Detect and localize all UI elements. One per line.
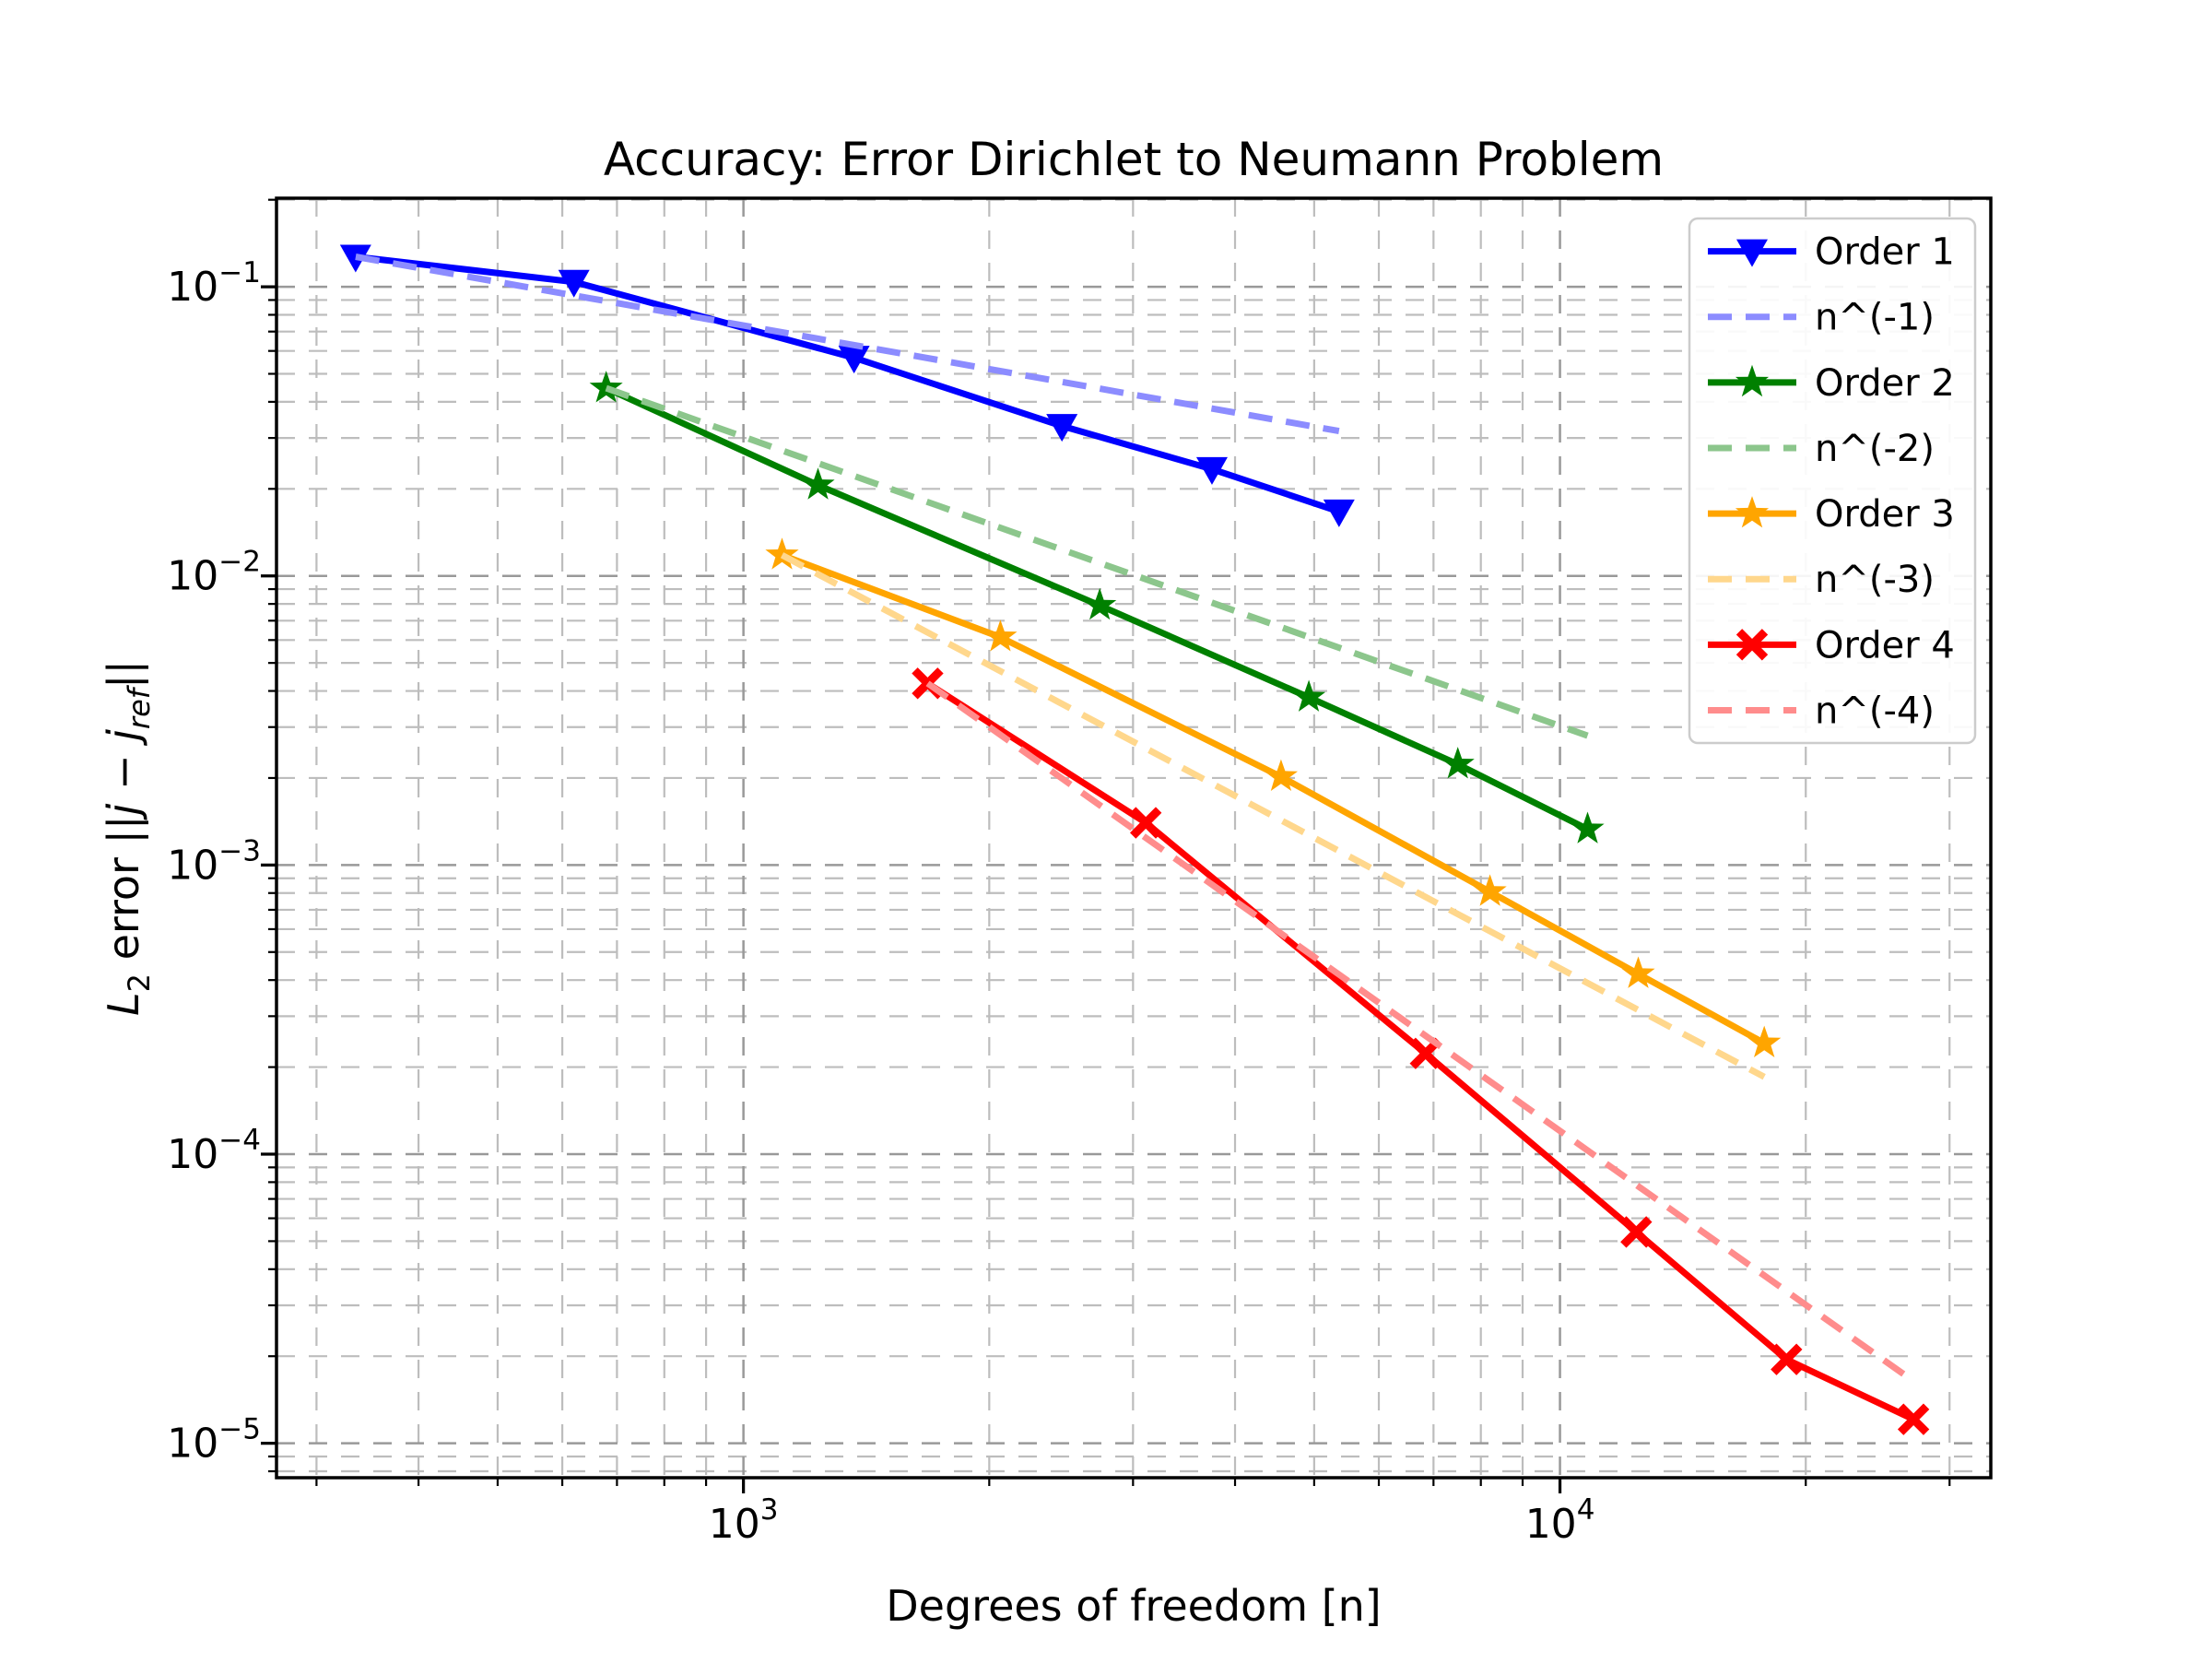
tick-labels: 103 104 10−1 10−2 10−3 10−4 10−5 bbox=[167, 256, 1594, 1548]
series-order-3-marker bbox=[765, 537, 799, 570]
series-order-1-marker bbox=[1323, 499, 1355, 527]
legend-sample-marker bbox=[1735, 364, 1770, 397]
series-order-3-marker bbox=[983, 619, 1018, 652]
legend-label: Order 3 bbox=[1815, 493, 1955, 536]
legend-label: n^(-1) bbox=[1815, 297, 1935, 339]
y-tick-label: 10−5 bbox=[167, 1413, 261, 1468]
x-axis-label: Degrees of freedom [n] bbox=[886, 1581, 1382, 1631]
legend-box bbox=[1688, 217, 1977, 745]
legend-item-n-4: n^(-4) bbox=[1708, 690, 1935, 732]
series-order-2-marker bbox=[801, 467, 835, 500]
series-order-3-marker bbox=[1747, 1025, 1782, 1057]
legend-item-order-4: Order 4 bbox=[1708, 624, 1955, 666]
series-order-3 bbox=[765, 537, 1782, 1057]
x-tick-label: 104 bbox=[1525, 1493, 1595, 1548]
series-group bbox=[339, 244, 1930, 1435]
series-order-1-line bbox=[355, 254, 1340, 515]
x-tick-label: 103 bbox=[709, 1493, 779, 1548]
series-order-2-marker bbox=[1571, 811, 1605, 843]
legend-item-n-3: n^(-3) bbox=[1708, 559, 1935, 601]
series-n-4 bbox=[925, 680, 1916, 1385]
series-order-4-marker bbox=[1620, 1216, 1653, 1248]
axes-frame bbox=[261, 196, 1993, 1493]
series-n-1-line bbox=[355, 254, 1340, 435]
legend-item-n-2: n^(-2) bbox=[1708, 428, 1935, 470]
legend-label: Order 1 bbox=[1815, 231, 1955, 274]
legend-label: n^(-4) bbox=[1815, 690, 1935, 732]
y-axis-label: L2 error ||j − jref|| bbox=[99, 660, 157, 1016]
series-order-4-marker bbox=[1897, 1403, 1930, 1435]
series-order-2-marker bbox=[1083, 587, 1117, 620]
legend-sample-marker bbox=[1736, 239, 1768, 267]
series-order-3-marker bbox=[1473, 874, 1507, 906]
series-order-1-marker bbox=[1195, 456, 1228, 485]
series-order-2-line bbox=[605, 384, 1590, 832]
y-tick-label: 10−2 bbox=[167, 546, 261, 600]
legend-label: Order 2 bbox=[1815, 362, 1955, 405]
series-order-1-marker bbox=[1046, 414, 1078, 442]
y-tick-label: 10−4 bbox=[167, 1124, 261, 1178]
legend-item-order-2: Order 2 bbox=[1708, 362, 1955, 405]
legend-label: n^(-3) bbox=[1815, 559, 1935, 601]
legend-item-order-1: Order 1 bbox=[1708, 231, 1955, 274]
series-n-3-line bbox=[780, 552, 1766, 1080]
series-order-3-line bbox=[781, 551, 1766, 1046]
series-order-2-marker bbox=[1441, 747, 1475, 779]
series-order-1-marker bbox=[838, 346, 870, 374]
series-order-4-marker bbox=[1129, 807, 1162, 839]
legend-sample-marker bbox=[1735, 496, 1770, 528]
series-n-3 bbox=[780, 552, 1766, 1080]
series-order-3-marker bbox=[1264, 759, 1298, 791]
series-n-2 bbox=[605, 384, 1589, 739]
legend-item-n-1: n^(-1) bbox=[1708, 297, 1935, 339]
series-n-1 bbox=[355, 254, 1340, 435]
legend-sample-marker bbox=[1735, 629, 1769, 661]
series-order-2 bbox=[589, 371, 1605, 843]
legend-label: n^(-2) bbox=[1815, 428, 1935, 470]
legend: Order 1 n^(-1) Order 2 n^(-2) Order 3 n^(-3) O… bbox=[1688, 217, 1977, 745]
chart-title: Accuracy: Error Dirichlet to Neumann Pro… bbox=[604, 133, 1664, 186]
series-order-2-marker bbox=[1292, 679, 1326, 712]
series-order-2-marker bbox=[589, 371, 623, 403]
series-order-4-line bbox=[925, 680, 1915, 1422]
legend-label: Order 4 bbox=[1815, 624, 1955, 666]
series-n-4-line bbox=[925, 680, 1916, 1385]
series-order-3-marker bbox=[1621, 956, 1655, 988]
series-n-2-line bbox=[605, 384, 1589, 739]
series-order-1-marker bbox=[558, 269, 590, 298]
y-tick-label: 10−1 bbox=[167, 256, 261, 311]
legend-item-order-3: Order 3 bbox=[1708, 493, 1955, 536]
y-tick-label: 10−3 bbox=[167, 834, 261, 889]
series-order-1 bbox=[339, 244, 1355, 527]
series-order-4-marker bbox=[1771, 1343, 1803, 1375]
